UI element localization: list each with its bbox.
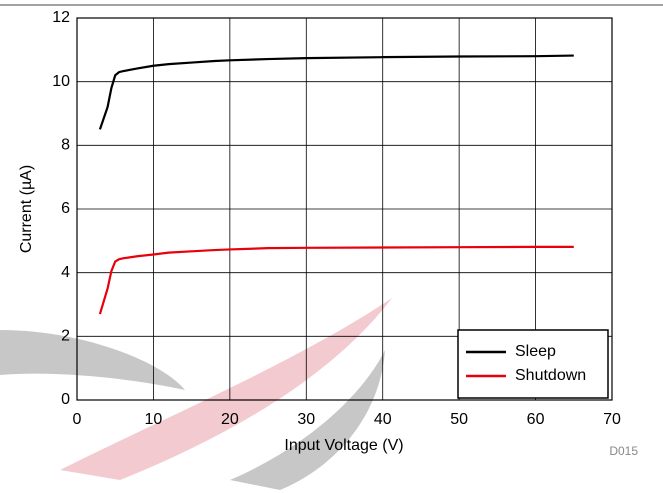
plot-frame	[76, 17, 613, 401]
legend-box	[457, 329, 609, 399]
x-tick-label: 50	[450, 411, 468, 428]
watermark	[0, 298, 392, 490]
y-tick-label: 10	[52, 73, 70, 90]
x-axis-title: Input Voltage (V)	[284, 437, 403, 454]
x-tick-label: 30	[297, 411, 315, 428]
x-tick-label: 70	[603, 411, 621, 428]
series-line	[98, 54, 574, 130]
x-tick-label: 60	[527, 411, 545, 428]
x-tick-label: 40	[374, 411, 392, 428]
series-line	[98, 245, 574, 315]
y-tick-label: 4	[61, 264, 70, 281]
x-tick-label: 10	[145, 411, 163, 428]
footnote: D015	[609, 444, 638, 458]
y-axis-title: Current (µA)	[18, 165, 35, 253]
legend-label: Sleep	[515, 343, 556, 360]
y-tick-label: 2	[61, 328, 70, 345]
y-tick-label: 12	[52, 9, 70, 26]
legend-label: Shutdown	[515, 367, 586, 384]
y-tick-label: 6	[61, 200, 70, 217]
x-tick-label: 0	[73, 411, 82, 428]
x-tick-label: 20	[221, 411, 239, 428]
y-tick-label: 8	[61, 137, 70, 154]
y-tick-label: 0	[61, 391, 70, 408]
